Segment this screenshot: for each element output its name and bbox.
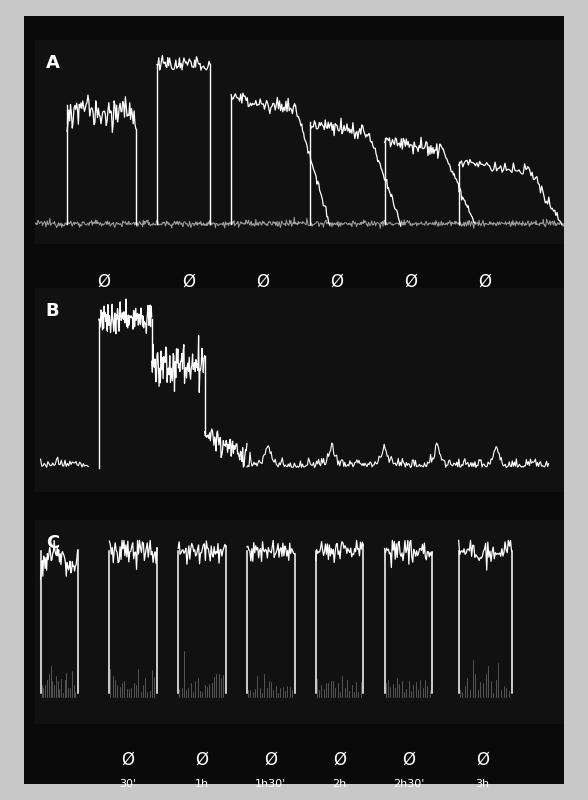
Text: Ø: Ø bbox=[256, 273, 269, 290]
Text: Ø: Ø bbox=[484, 521, 497, 538]
Text: Ø: Ø bbox=[333, 750, 346, 769]
Text: A: A bbox=[46, 54, 60, 72]
Text: Ø: Ø bbox=[182, 273, 195, 290]
Text: Ø: Ø bbox=[330, 273, 343, 290]
Text: Ø: Ø bbox=[98, 273, 111, 290]
Text: Ø: Ø bbox=[402, 750, 415, 769]
Text: 2h30': 2h30' bbox=[393, 779, 424, 789]
Text: Ø: Ø bbox=[405, 521, 417, 538]
Text: Ø: Ø bbox=[330, 521, 343, 538]
Text: 3h: 3h bbox=[475, 779, 490, 789]
Text: 2h: 2h bbox=[332, 779, 347, 789]
Text: C: C bbox=[46, 534, 59, 552]
Text: 1h30': 1h30' bbox=[255, 779, 286, 789]
Text: Ø: Ø bbox=[195, 750, 209, 769]
Text: 30': 30' bbox=[119, 779, 136, 789]
Text: Ø: Ø bbox=[98, 521, 111, 538]
Text: Ø: Ø bbox=[264, 750, 278, 769]
Text: Ø: Ø bbox=[479, 273, 492, 290]
Text: Ø: Ø bbox=[476, 750, 489, 769]
Text: Ø: Ø bbox=[251, 521, 264, 538]
Text: 1h: 1h bbox=[195, 779, 209, 789]
Text: Ø: Ø bbox=[405, 273, 417, 290]
Text: Ø: Ø bbox=[172, 521, 185, 538]
Text: Ø: Ø bbox=[121, 750, 135, 769]
Text: B: B bbox=[46, 302, 59, 320]
